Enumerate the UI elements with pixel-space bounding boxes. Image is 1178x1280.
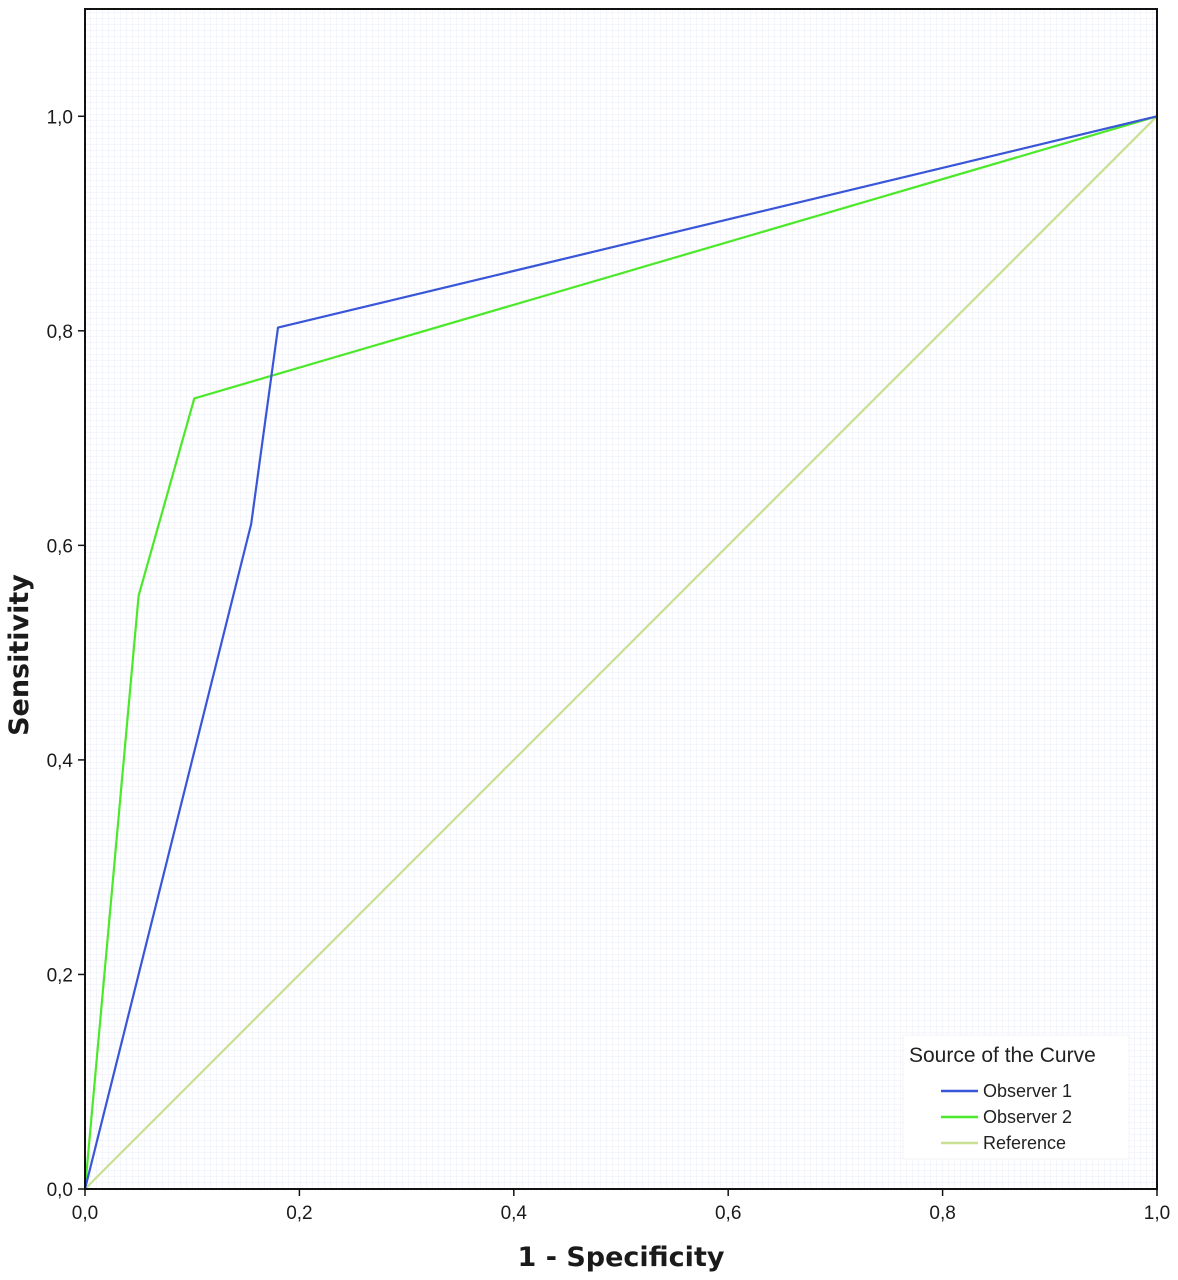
y-tick-label: 0,8: [47, 322, 73, 343]
legend-label: Observer 1: [983, 1081, 1072, 1101]
x-tick-label: 0,4: [501, 1203, 528, 1224]
x-tick-label: 0,0: [72, 1203, 98, 1224]
legend-items: Observer 1 Observer 2 Reference: [941, 1081, 1072, 1153]
legend-label: Reference: [983, 1133, 1066, 1153]
y-axis-title: Sensitivity: [4, 574, 35, 736]
y-tick-label: 0,4: [47, 751, 74, 772]
plot-area: [85, 9, 1157, 1189]
x-tick-label: 0,6: [715, 1203, 741, 1224]
series-layer: [83, 115, 1158, 1190]
legend-title: Source of the Curve: [909, 1044, 1096, 1067]
legend-label: Observer 2: [983, 1107, 1072, 1127]
x-tick-label: 0,8: [929, 1203, 955, 1224]
y-tick-label: 0,6: [47, 536, 73, 557]
legend-box: [902, 1034, 1130, 1160]
y-axis: 0,0 0,2 0,4 0,6 0,8 1,0: [47, 107, 85, 1201]
y-tick-label: 1,0: [47, 107, 73, 128]
x-axis-title: 1 - Specificity: [518, 1242, 725, 1273]
y-tick-label: 0,0: [47, 1180, 73, 1201]
y-tick-label: 0,2: [47, 965, 73, 986]
series-line-reference: [84, 115, 1158, 1190]
x-axis: 0,0 0,2 0,4 0,6 0,8 1,0: [72, 1189, 1170, 1224]
plot-frame: [84, 8, 1158, 1190]
legend: Source of the Curve Observer 1 Observer 2…: [902, 1034, 1130, 1160]
x-tick-label: 1,0: [1144, 1203, 1170, 1224]
series-line-observer-1: [83, 115, 1158, 1190]
x-tick-label: 0,2: [286, 1203, 312, 1224]
series-line-observer-2: [83, 115, 1158, 1190]
